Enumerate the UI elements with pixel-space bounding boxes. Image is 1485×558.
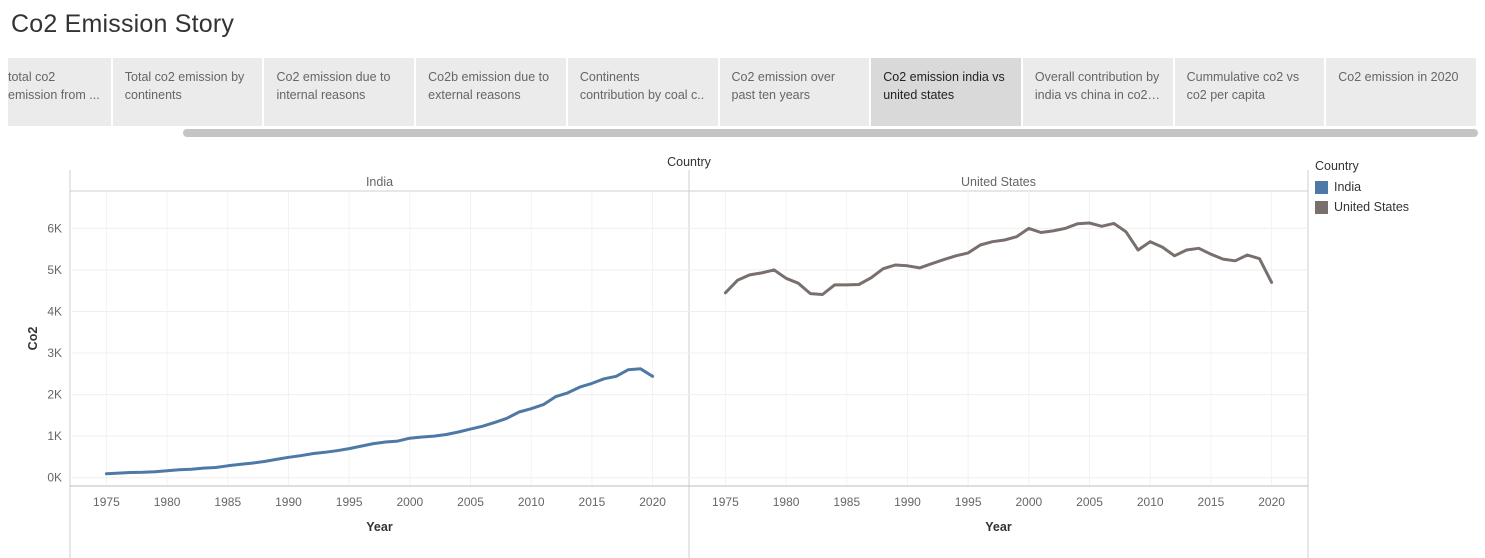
tab-label: Co2 emission over past ten years [731, 70, 836, 102]
legend-item-india[interactable]: India [1315, 177, 1409, 197]
tab-coal-contribution[interactable]: Continents contribution by coal c.. [567, 58, 718, 126]
series-line-india [104, 367, 655, 476]
legend-swatch [1315, 180, 1328, 194]
tab-label: Co2 emission india vs united states [883, 70, 1005, 102]
x-tick-label: 2000 [1015, 495, 1042, 509]
x-tick-label: 2010 [1137, 495, 1164, 509]
tab-cumulative-vs-per-capita[interactable]: Cummulative co2 vs co2 per capita [1174, 58, 1325, 126]
x-tick-label: 1975 [93, 495, 120, 509]
x-tick-label: 2010 [518, 495, 545, 509]
tab-label: Continents contribution by coal c.. [579, 70, 705, 102]
x-tick-label: 2015 [579, 495, 606, 509]
tab-emission-2020[interactable]: Co2 emission in 2020 [1326, 58, 1476, 126]
tab-label: Cummulative co2 vs co2 per capita [1186, 70, 1300, 102]
x-tick-label: 1985 [833, 495, 860, 509]
tab-india-vs-china[interactable]: Overall contribution by india vs china i… [1022, 58, 1173, 126]
x-tick-label: 1975 [712, 495, 739, 509]
tab-label: Co2 emission in 2020 [1338, 70, 1459, 84]
x-tick-label: 1990 [275, 495, 302, 509]
y-tick-label: 3K [47, 346, 62, 360]
story-title: Co2 Emission Story [11, 10, 235, 38]
tabs-scrollbar[interactable] [183, 129, 1478, 137]
y-tick-label: 5K [47, 263, 62, 277]
x-tick-label: 1995 [955, 495, 982, 509]
y-tick-label: 6K [47, 221, 62, 235]
x-tick-label: 1995 [336, 495, 363, 509]
tab-label: Co2 emission due to internal reasons [276, 70, 391, 102]
panel-header-1: United States [961, 175, 1036, 189]
tab-label: Co2b emission due to external reasons [428, 70, 550, 102]
tab-india-vs-us[interactable]: Co2 emission india vs united states [871, 58, 1021, 126]
x-tick-label: 2005 [1076, 495, 1103, 509]
tab-external-reasons[interactable]: Co2b emission due to external reasons [416, 58, 566, 126]
x-axis-title: Year [366, 520, 393, 534]
legend-title: Country [1315, 159, 1359, 173]
co2-line-chart: Country India United States 0K 1K 2K 3K 4K 5K 6K 1… [26, 155, 1309, 558]
x-axis-title: Year [985, 520, 1012, 534]
column-header: Country [667, 155, 712, 169]
story-tabs: total co2 emission from ... Total co2 em… [8, 58, 1478, 126]
tab-past-ten-years[interactable]: Co2 emission over past ten years [719, 58, 870, 126]
tab-total-co2-emission[interactable]: total co2 emission from ... [8, 58, 111, 126]
x-tick-label: 1990 [894, 495, 921, 509]
tab-label: total co2 emission from ... [8, 70, 100, 102]
y-tick-label: 0K [47, 471, 62, 485]
x-tick-label: 1980 [773, 495, 800, 509]
x-tick-label: 2005 [457, 495, 484, 509]
x-tick-label: 1980 [154, 495, 181, 509]
legend-label: India [1334, 180, 1362, 194]
y-tick-label: 1K [47, 429, 62, 443]
y-axis-title: Co2 [26, 327, 40, 351]
tab-internal-reasons[interactable]: Co2 emission due to internal reasons [264, 58, 415, 126]
x-tick-label: 2000 [396, 495, 423, 509]
panel-header-0: India [366, 175, 393, 189]
x-tick-label: 1985 [214, 495, 241, 509]
legend-label: United States [1334, 200, 1410, 214]
x-tick-label: 2020 [639, 495, 666, 509]
tab-label: Total co2 emission by continents [124, 70, 245, 102]
legend: Country India United States [1315, 159, 1409, 217]
tab-continents[interactable]: Total co2 emission by continents [112, 58, 263, 126]
x-tick-label: 2020 [1258, 495, 1285, 509]
x-tick-label: 2015 [1198, 495, 1225, 509]
y-tick-label: 2K [47, 388, 62, 402]
series-line-united-states [723, 221, 1274, 296]
legend-item-united-states[interactable]: United States [1315, 197, 1409, 217]
tab-label: Overall contribution by india vs china i… [1034, 70, 1160, 102]
legend-swatch [1315, 200, 1328, 214]
y-tick-label: 4K [47, 304, 62, 318]
